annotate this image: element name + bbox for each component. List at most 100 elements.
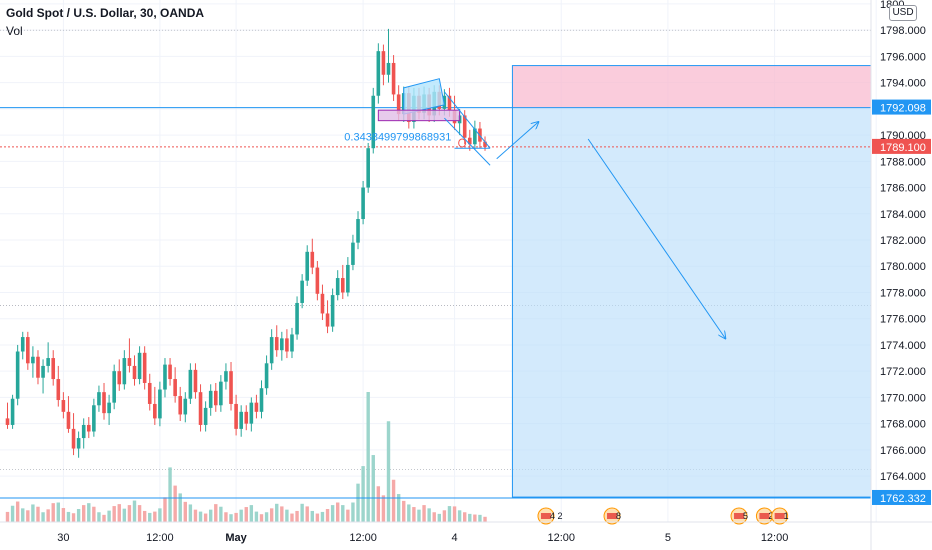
volume-bar <box>295 510 299 522</box>
candle-body <box>462 115 467 138</box>
candle <box>92 398 96 437</box>
volume-bar <box>422 505 426 522</box>
candle <box>351 234 355 271</box>
currency-button[interactable]: USD <box>889 5 917 21</box>
us-flag-icon <box>607 513 618 519</box>
fib-ratio-label: 0.3438499799868931 <box>344 131 451 143</box>
upper-level-badge: 1792.098 <box>872 99 931 115</box>
candle <box>280 331 284 361</box>
candle-body <box>5 418 10 425</box>
volume-bar <box>361 466 365 522</box>
price-tick-label: 1766.000 <box>880 445 926 457</box>
candle <box>102 382 106 420</box>
candle-body <box>158 389 162 419</box>
candle-body <box>447 95 452 111</box>
price-badge-label: 1789.100 <box>880 142 926 154</box>
price-badge-label: 1792.098 <box>880 103 926 115</box>
candle <box>147 373 152 411</box>
candle <box>295 296 299 340</box>
candle <box>46 342 50 373</box>
volume-bar <box>254 511 259 522</box>
candle <box>376 43 381 104</box>
candle-body <box>285 338 289 352</box>
candle <box>117 359 122 391</box>
candle-body <box>137 352 142 380</box>
volume-bar <box>10 505 15 522</box>
volume-bar <box>178 493 182 522</box>
candle-body <box>10 398 15 425</box>
candle-body <box>300 280 304 303</box>
candle <box>127 338 132 373</box>
candle <box>335 270 340 301</box>
candle-body <box>254 402 259 412</box>
candle-body <box>41 365 45 378</box>
price-tick-label: 1778.000 <box>880 287 926 299</box>
volume-bar <box>442 510 447 522</box>
volume-bar <box>478 514 482 522</box>
time-tick-label: 12:00 <box>547 532 575 544</box>
candle-body <box>97 392 101 406</box>
candle <box>381 44 386 86</box>
price-tick-label: 1794.000 <box>880 78 926 90</box>
volume-bar <box>56 502 60 522</box>
volume-bar <box>71 513 76 522</box>
candle-body <box>46 358 50 366</box>
volume-bar <box>264 512 269 522</box>
candle-body <box>371 95 376 149</box>
candle <box>234 394 238 436</box>
candle-body <box>92 405 96 432</box>
volume-bar <box>341 505 345 522</box>
candle <box>122 350 127 390</box>
candle-body <box>26 337 30 364</box>
volume-bar <box>122 508 127 522</box>
volume-bar <box>26 510 30 522</box>
volume-bar <box>209 509 213 522</box>
volume-bar <box>366 392 370 522</box>
candle <box>183 392 188 423</box>
candle <box>61 392 66 419</box>
candle <box>41 359 45 394</box>
candle-body <box>178 396 183 415</box>
volume-bar <box>107 510 111 522</box>
price-tick-label: 1780.000 <box>880 261 926 273</box>
volume-bar <box>356 483 360 522</box>
candle-body <box>386 62 391 75</box>
event-marker: 4 2 <box>537 507 563 525</box>
candle-body <box>86 424 91 432</box>
candle-body <box>20 337 25 352</box>
candle-body <box>61 400 66 412</box>
candle <box>97 385 101 412</box>
volume-bar <box>300 503 304 522</box>
candle <box>473 120 477 150</box>
price-tick-label: 1768.000 <box>880 419 926 431</box>
volume-bar <box>391 479 396 522</box>
candle <box>274 325 279 357</box>
candle <box>51 350 56 386</box>
candle-body <box>142 352 147 383</box>
volume-bar <box>305 506 309 522</box>
volume-bar <box>483 516 487 522</box>
candle <box>346 257 350 297</box>
volume-bar <box>457 510 462 522</box>
time-tick-label: May <box>225 532 247 544</box>
volume-bar <box>229 514 233 522</box>
volume-bar <box>31 504 35 522</box>
candle <box>203 401 208 432</box>
candle-body <box>183 398 188 415</box>
price-tick-label: 1764.000 <box>880 471 926 483</box>
volume-indicator-label[interactable]: Vol <box>6 24 23 38</box>
volume-bar <box>432 512 436 522</box>
price-badge-bg <box>872 99 931 115</box>
candle-body <box>346 264 350 293</box>
candle <box>249 397 254 432</box>
volume-bar <box>193 509 198 522</box>
event-count: 4 2 <box>550 511 563 521</box>
volume-bar <box>163 497 167 522</box>
volume-bar <box>66 511 71 522</box>
candle <box>254 394 259 419</box>
symbol-title[interactable]: Gold Spot / U.S. Dollar, 30, OANDA <box>6 6 205 20</box>
price-badge-bg <box>872 489 931 505</box>
volume-bar <box>402 500 406 522</box>
